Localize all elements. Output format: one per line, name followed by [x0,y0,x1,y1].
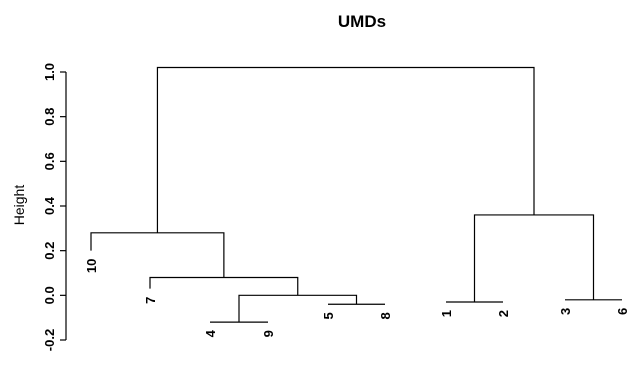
leaf-label: 8 [378,312,393,319]
leaf-label: 2 [496,310,511,317]
leaf-label: 5 [321,312,336,319]
dendrogram-branch [473,214,595,303]
dendrogram-branches [90,66,622,323]
y-tick-label: 0.8 [42,108,57,126]
dendrogram-branch [90,232,225,278]
y-axis: -0.2 0.0 0.2 0.4 0.6 0.8 1.0 [42,63,67,351]
y-tick-label: 0.4 [42,196,57,215]
leaf-labels: 10 7 4 9 5 8 1 2 3 6 [84,259,629,338]
y-axis-label: Height [11,185,27,226]
dendrogram-branch [156,66,535,233]
dendrogram-branch [238,294,358,323]
chart-title: UMDs [338,12,386,31]
leaf-label: 9 [261,330,276,337]
leaf-label: 10 [84,259,99,273]
y-tick-label: -0.2 [42,329,57,351]
y-tick-label: 1.0 [42,63,57,81]
leaf-label: 3 [558,308,573,315]
leaf-label: 7 [143,297,158,304]
leaf-label: 4 [203,329,218,337]
dendrogram-branch [149,276,299,296]
y-tick-label: 0.2 [42,242,57,260]
y-tick-label: 0.0 [42,286,57,304]
leaf-label: 6 [615,308,629,315]
leaf-label: 1 [439,310,454,317]
y-tick-label: 0.6 [42,152,57,170]
